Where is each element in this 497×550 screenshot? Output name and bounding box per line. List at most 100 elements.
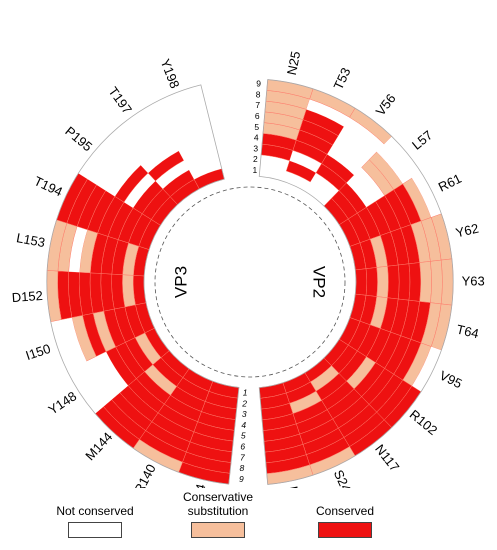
residue-label: Y148 xyxy=(46,388,80,417)
ring-number: 4 xyxy=(254,133,259,143)
legend-label: Not conserved xyxy=(56,504,134,518)
residue-label: L153 xyxy=(15,230,46,250)
legend-item: Conserved xyxy=(285,488,405,538)
heatmap-cell xyxy=(365,267,378,297)
heatmap-cell xyxy=(67,365,104,414)
legend-item: Conservative substitution xyxy=(158,488,278,538)
heatmap-cell xyxy=(183,147,220,170)
heatmap-cell xyxy=(302,109,345,137)
heatmap-cell xyxy=(310,172,340,199)
residue-label: P195 xyxy=(62,123,95,154)
ring-number: 7 xyxy=(255,100,260,110)
heatmap-cell xyxy=(50,319,77,371)
heatmap-cell xyxy=(173,126,214,151)
heatmap-cell xyxy=(419,261,432,303)
ring-number: 3 xyxy=(253,143,258,153)
heatmap-cell xyxy=(343,117,385,152)
heatmap-cell xyxy=(376,265,389,299)
heatmap-cell xyxy=(354,167,385,202)
heatmap-cell xyxy=(152,84,204,113)
legend-item: Not conserved xyxy=(35,488,155,538)
segment-outline xyxy=(258,79,454,485)
segment-outline xyxy=(46,84,240,485)
residue-label: R140 xyxy=(131,462,159,488)
heatmap-cell xyxy=(178,137,217,161)
residue-label: T64 xyxy=(455,322,480,342)
ring-number: 6 xyxy=(240,441,245,451)
ring-number: 8 xyxy=(239,463,244,473)
residue-label: T53 xyxy=(331,65,354,92)
heatmap-cell xyxy=(397,263,411,301)
heatmap-cell xyxy=(338,126,377,160)
heatmap-cell xyxy=(411,346,442,392)
ring-number: 5 xyxy=(241,431,246,441)
ring-number: 5 xyxy=(254,122,259,132)
ring-number: 2 xyxy=(253,154,258,164)
residue-label: S240 xyxy=(331,468,357,488)
ring-number: 8 xyxy=(256,89,261,99)
heatmap-cell xyxy=(123,173,156,208)
heatmap-cell xyxy=(76,361,112,407)
ring-number: 9 xyxy=(256,79,261,89)
ring-number: 3 xyxy=(242,409,247,419)
heatmap-cell xyxy=(355,268,368,296)
residue-label: L57 xyxy=(409,127,435,152)
residue-label: Y63 xyxy=(462,273,485,288)
segment-name: VP3 xyxy=(171,266,190,298)
heatmap-cell xyxy=(408,262,422,302)
legend-label: Conservative substitution xyxy=(182,490,254,518)
residue-label: I150 xyxy=(24,341,53,363)
heatmap-cell xyxy=(78,133,119,180)
ring-number: 1 xyxy=(252,165,257,175)
heatmap-cell xyxy=(346,175,376,208)
heatmap-cell xyxy=(158,95,207,123)
heatmap-cell xyxy=(168,116,212,142)
heatmap-cell xyxy=(68,226,88,273)
residue-label: N25 xyxy=(284,50,303,76)
heatmap-cell xyxy=(105,157,141,197)
ring-number: 7 xyxy=(240,452,245,462)
residue-label: R61 xyxy=(436,171,464,195)
residue-label: Y198 xyxy=(158,57,183,91)
legend-swatch xyxy=(68,522,122,538)
heatmap-cell xyxy=(387,264,400,300)
heatmap-cell xyxy=(282,170,311,192)
heatmap-cell xyxy=(259,165,287,182)
heatmap-cell xyxy=(289,150,322,173)
residue-label: T194 xyxy=(32,173,65,199)
heatmap-cell xyxy=(440,258,454,306)
residue-label: M144 xyxy=(82,429,115,463)
residue-label: V95 xyxy=(437,368,464,392)
heatmap-cell xyxy=(260,154,290,171)
ring-number: 1 xyxy=(243,388,248,398)
heatmap-cell xyxy=(155,160,190,189)
heatmap-cell xyxy=(163,105,209,132)
residue-label: D152 xyxy=(11,288,43,305)
heatmap-cell xyxy=(304,182,332,207)
inner-circle xyxy=(154,186,346,378)
heatmap-cell xyxy=(111,103,159,142)
residue-label: V56 xyxy=(373,91,399,118)
heatmap-cell xyxy=(327,145,362,176)
heatmap-cell xyxy=(430,259,443,305)
ring-number: 9 xyxy=(239,474,244,484)
heatmap-cell xyxy=(118,112,164,150)
heatmap-cell xyxy=(87,141,126,185)
heatmap-cell xyxy=(411,172,442,218)
heatmap-cell xyxy=(384,136,422,179)
heatmap-cell xyxy=(332,135,370,168)
heatmap-cell xyxy=(96,149,134,191)
residue-label: Y62 xyxy=(454,221,480,241)
heatmap-cell xyxy=(189,158,222,180)
ring-number: 6 xyxy=(255,111,260,121)
residue-label: R102 xyxy=(407,407,441,438)
residue-label: N117 xyxy=(372,441,402,474)
legend-label: Conserved xyxy=(315,504,375,518)
heatmap-cell xyxy=(96,351,129,393)
heatmap-cell xyxy=(86,356,120,400)
heatmap-cell xyxy=(376,144,412,184)
heatmap-cell xyxy=(125,122,169,158)
segment-name: VP2 xyxy=(310,266,329,298)
